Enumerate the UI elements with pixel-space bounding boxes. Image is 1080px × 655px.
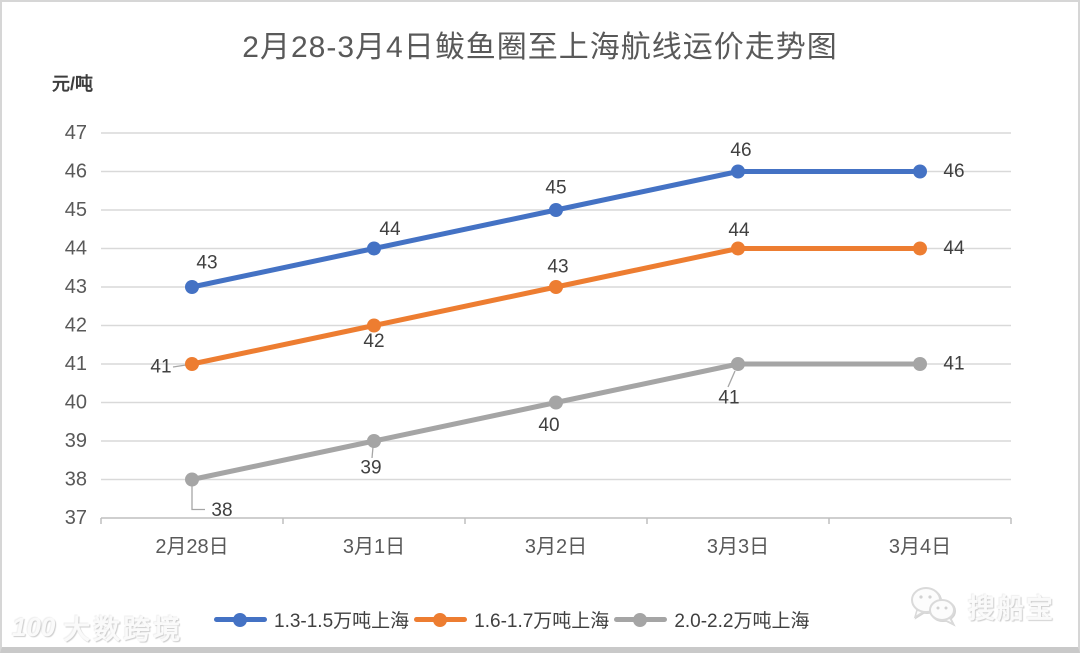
data-label: 40 [538,415,559,436]
chart-legend: 1.3-1.5万吨上海 1.6-1.7万吨上海 2.0-2.2万吨上海 [214,606,809,633]
data-point-marker [913,357,927,371]
data-label: 44 [728,220,750,241]
legend-line-marker-icon [614,612,668,627]
data-point-marker [731,357,745,371]
x-tick-label: 3月2日 [525,536,587,558]
label-leader-line [191,485,205,511]
legend-dot-marker-icon [233,612,247,627]
data-point-marker [913,241,927,256]
data-point-marker [367,318,381,333]
watermark-souchuanbao: 搜船宝 [908,585,1055,627]
data-point-marker [731,241,745,256]
data-point-marker [549,395,563,410]
data-label: 41 [718,388,739,409]
label-leader-line [172,364,187,368]
legend-dot-marker-icon [633,612,648,627]
data-point-marker [185,280,199,294]
data-point-marker [549,280,563,294]
legend-label: 1.6-1.7万吨上海 [474,611,610,632]
data-point-marker [731,164,745,179]
data-point-marker [185,472,199,487]
y-tick-label: 44 [65,238,87,260]
label-leader-line [371,446,374,459]
data-label: 41 [943,354,964,375]
x-tick-label: 2月28日 [155,536,228,558]
data-point-marker [367,241,381,256]
wechat-chat-bubbles-icon [911,587,955,626]
label-leader-line [727,370,736,388]
data-label: 39 [360,458,381,479]
data-point-marker [185,357,199,371]
legend-dot-marker-icon [433,612,448,627]
data-label: 45 [545,178,566,199]
data-point-marker [549,203,563,217]
data-point-marker [367,434,381,448]
data-label: 38 [211,500,232,521]
x-tick-label: 3月3日 [707,536,769,558]
data-label: 44 [943,238,965,259]
data-point-marker [913,164,927,179]
data-label: 43 [196,253,217,274]
legend-label: 2.0-2.2万吨上海 [674,611,810,632]
legend-item: 2.0-2.2万吨上海 [614,606,809,633]
y-tick-label: 46 [65,161,87,183]
y-tick-label: 43 [65,276,87,298]
watermark-dashukuajing: 100 大数跨境 [12,608,183,647]
chart-title: 2月28-3月4日鲅鱼圈至上海航线运价走势图 [242,31,838,64]
y-tick-label: 45 [65,199,87,221]
y-axis-unit-label: 元/吨 [52,74,94,94]
y-tick-label: 37 [65,507,87,529]
y-tick-label: 40 [65,392,87,414]
legend-label: 1.3-1.5万吨上海 [274,611,410,632]
legend-line-marker-icon [414,612,468,627]
y-tick-label: 42 [65,315,87,337]
legend-item: 1.6-1.7万吨上海 [414,606,609,633]
data-label: 43 [547,257,568,278]
watermark-right-text: 搜船宝 [968,593,1055,624]
x-tick-label: 3月1日 [343,536,405,558]
x-tick-label: 3月4日 [889,536,951,558]
y-tick-label: 47 [65,122,87,144]
legend-item: 1.3-1.5万吨上海 [214,606,409,633]
legend-line-marker-icon [214,612,267,627]
watermark-left-text: 大数跨境 [63,615,184,645]
data-label: 41 [150,357,171,378]
y-tick-label: 39 [65,430,87,452]
data-label: 44 [379,219,401,240]
dashukuajing-logo-icon: 100 [12,612,56,642]
data-label: 46 [943,161,964,182]
data-label: 46 [730,140,751,161]
y-tick-label: 38 [65,469,87,491]
data-label: 42 [363,331,384,352]
y-tick-label: 41 [65,353,87,375]
